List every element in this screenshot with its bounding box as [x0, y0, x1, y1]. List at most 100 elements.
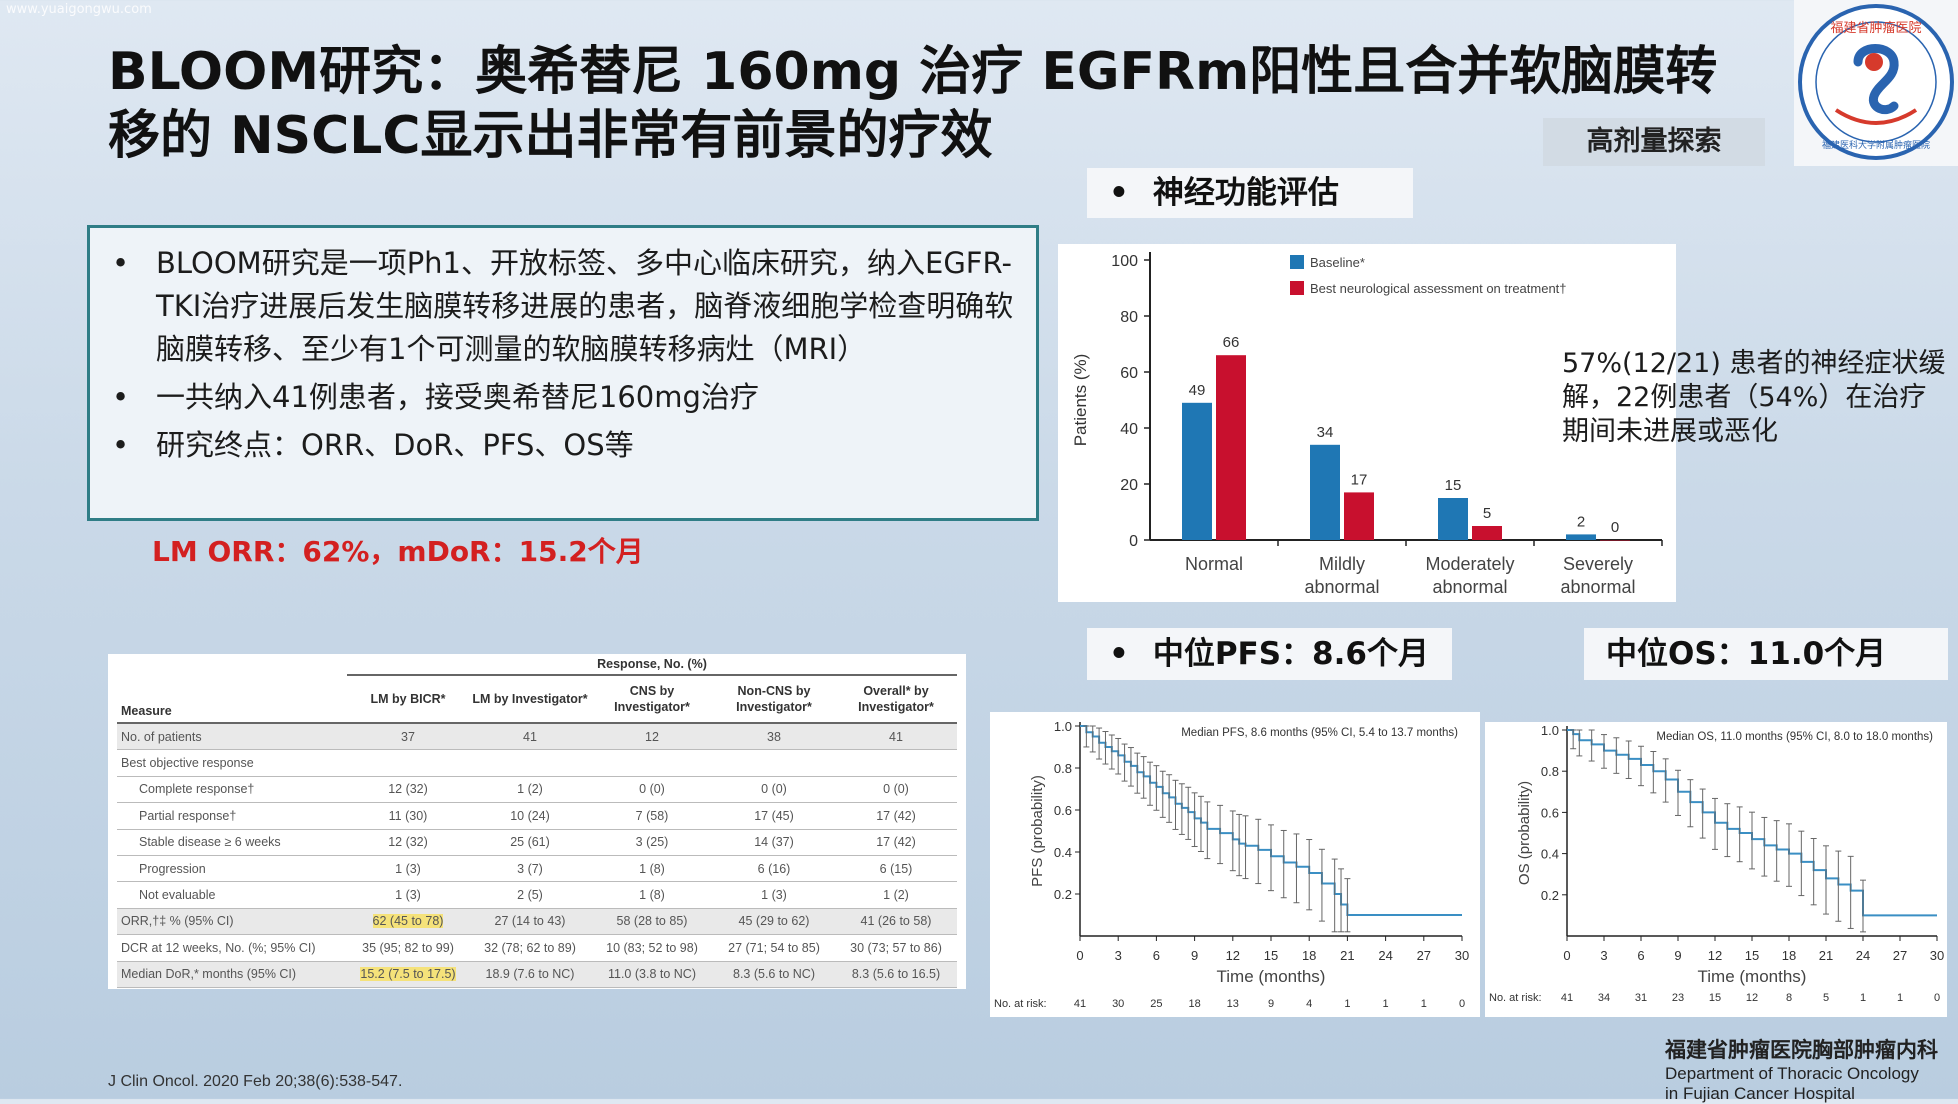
bar-value-label: 66 [1223, 334, 1240, 351]
x-tick-label: 12 [1226, 948, 1240, 963]
x-tick-label: 6 [1153, 948, 1160, 963]
risk-table-value: 31 [1635, 992, 1647, 1004]
chart-annotation: Median OS, 11.0 months (95% CI, 8.0 to 1… [1656, 731, 1933, 743]
table-cell: 6 (15) [835, 855, 957, 883]
bullet-item: 一共纳入41例患者，接受奥希替尼160mg治疗 [112, 376, 1018, 419]
y-tick-label: 1.0 [1054, 719, 1072, 734]
risk-table-value: 5 [1823, 992, 1829, 1004]
table-cell: 12 (32) [347, 829, 469, 856]
bar-value-label: 34 [1317, 424, 1334, 441]
tag-badge: 高剂量探索 [1543, 118, 1765, 166]
table-cell: 41 (26 to 58) [835, 908, 957, 936]
table-cell: 14 (37) [713, 829, 835, 856]
table-cell: 12 [591, 723, 713, 751]
table-row: Progression 1 (3) 3 (7) 1 (8) 6 (16) 6 (15) [117, 855, 957, 883]
table-cell: 1 (3) [347, 881, 469, 909]
department-cn: 福建省肿瘤医院胸部肿瘤内科 [1665, 1039, 1938, 1062]
slide-title: BLOOM研究：奥希替尼 160mg 治疗 EGFRm阳性且合并软脑膜转 移的 … [108, 40, 1768, 168]
table-header: Non-CNS by Investigator* [736, 684, 812, 714]
x-tick-label: 0 [1563, 948, 1570, 963]
x-tick-label: 21 [1340, 948, 1354, 963]
risk-table-value: 1 [1860, 992, 1866, 1004]
y-tick-label: 40 [1120, 421, 1138, 438]
os-label-text: 中位OS：11.0个月 [1606, 636, 1887, 672]
risk-table-value: 15 [1709, 992, 1721, 1004]
table-row-label: Progression [117, 855, 347, 883]
x-tick-label: Mildly [1319, 554, 1365, 574]
table-cell: 27 (71; 54 to 85) [713, 934, 835, 962]
highlighted-value: 15.2 (7.5 to 17.5) [360, 967, 456, 982]
table-row: No. of patients 37 41 12 38 41 [117, 723, 957, 751]
table-cell: 1 (8) [591, 881, 713, 909]
table-cell: 35 (95; 82 to 99) [347, 934, 469, 962]
bar [1472, 526, 1502, 540]
x-tick-label: 6 [1637, 948, 1644, 963]
neuro-label: • 神经功能评估 [1087, 168, 1413, 218]
table-cell: 3 (25) [591, 829, 713, 856]
y-tick-label: 100 [1111, 253, 1138, 270]
table-header: LM by Investigator* [472, 692, 588, 706]
x-tick-label: Moderately [1425, 554, 1514, 574]
table-row-label: Not evaluable [117, 881, 347, 909]
table-cell [591, 749, 713, 777]
risk-table-value: 30 [1112, 998, 1124, 1010]
response-table: Response, No. (%) Measure LM by BICR* LM… [117, 654, 957, 988]
y-tick-label: 0.2 [1054, 887, 1072, 902]
table-row-label: Complete response† [117, 776, 347, 804]
x-tick-label: 15 [1264, 948, 1278, 963]
bar-value-label: 15 [1445, 477, 1462, 494]
y-tick-label: 0.4 [1541, 847, 1559, 862]
x-tick-label: 18 [1782, 948, 1796, 963]
table-cell: 1 (8) [591, 855, 713, 883]
table-row: Not evaluable 1 (3) 2 (5) 1 (8) 1 (3) 1 (2) [117, 881, 957, 909]
y-tick-label: 0.2 [1541, 888, 1559, 903]
hospital-seal-logo-icon: 福建省肿瘤医院 福建医科大学附属肿瘤医院 [1798, 4, 1954, 160]
bar [1310, 444, 1340, 540]
table-row-label: Partial response† [117, 802, 347, 830]
y-tick-label: 0.4 [1054, 845, 1072, 860]
risk-table-value: 8 [1786, 992, 1792, 1004]
table-cell: 18.9 (7.6 to NC) [469, 961, 591, 988]
logo-text: 福建省肿瘤医院 [1830, 20, 1921, 35]
table-cell: 1 (3) [347, 855, 469, 883]
table-cell: 8.3 (5.6 to NC) [713, 961, 835, 988]
pfs-label-text: 中位PFS：8.6个月 [1152, 636, 1429, 672]
risk-table-value: 0 [1934, 992, 1940, 1004]
risk-table-value: 1 [1897, 992, 1903, 1004]
x-tick-label: 15 [1745, 948, 1759, 963]
bar [1438, 498, 1468, 540]
table-cell [469, 749, 591, 777]
table-cell: 10 (24) [469, 802, 591, 830]
bullet-item: BLOOM研究是一项Ph1、开放标签、多中心临床研究，纳入EGFR-TKI治疗进… [112, 242, 1018, 371]
table-row: Complete response† 12 (32) 1 (2) 0 (0) 0 (0)… [117, 776, 957, 804]
bar [1216, 355, 1246, 540]
x-tick-label: 9 [1674, 948, 1681, 963]
legend-swatch-best [1290, 281, 1304, 295]
table-row: Best objective response [117, 749, 957, 777]
table-cell: 1 (2) [469, 776, 591, 804]
x-tick-label: 21 [1819, 948, 1833, 963]
table-cell: 17 (45) [713, 802, 835, 830]
x-tick-label: 3 [1600, 948, 1607, 963]
bar [1344, 492, 1374, 540]
x-tick-label: 30 [1455, 948, 1469, 963]
citation: J Clin Oncol. 2020 Feb 20;38(6):538-547. [108, 1073, 403, 1090]
table-cell: 1 (2) [835, 881, 957, 909]
risk-table-value: 41 [1561, 992, 1573, 1004]
y-tick-label: 60 [1120, 365, 1138, 382]
pfs-km-chart: 0.2 0.4 0.6 0.8 1.0 0 3 6 9 12 15 18 21 24 27 30 Median … [990, 712, 1480, 1017]
x-tick-label: 3 [1115, 948, 1122, 963]
slide-title-line1: BLOOM研究：奥希替尼 160mg 治疗 EGFRm阳性且合并软脑膜转 [108, 42, 1718, 102]
table-row-label: Median DoR,* months (95% CI) [117, 961, 347, 988]
bar-value-label: 0 [1611, 519, 1619, 536]
table-cell [713, 749, 835, 777]
table-cell: 62 (45 to 78) [347, 908, 469, 936]
hospital-logo: 福建省肿瘤医院 福建医科大学附属肿瘤医院 [1794, 0, 1958, 166]
bar [1566, 534, 1596, 540]
table-cell: 30 (73; 57 to 86) [835, 934, 957, 962]
os-km-svg: 0.20.40.60.81.00 3 6 9 12 15 18 21 24 27 30Median … [1489, 723, 1944, 1004]
bar [1600, 540, 1630, 541]
table-cell: 32 (78; 62 to 89) [469, 934, 591, 962]
table-row-label: ORR,†‡ % (95% CI) [117, 908, 347, 936]
table-row: DCR at 12 weeks, No. (%; 95% CI) 35 (95; … [117, 934, 957, 962]
